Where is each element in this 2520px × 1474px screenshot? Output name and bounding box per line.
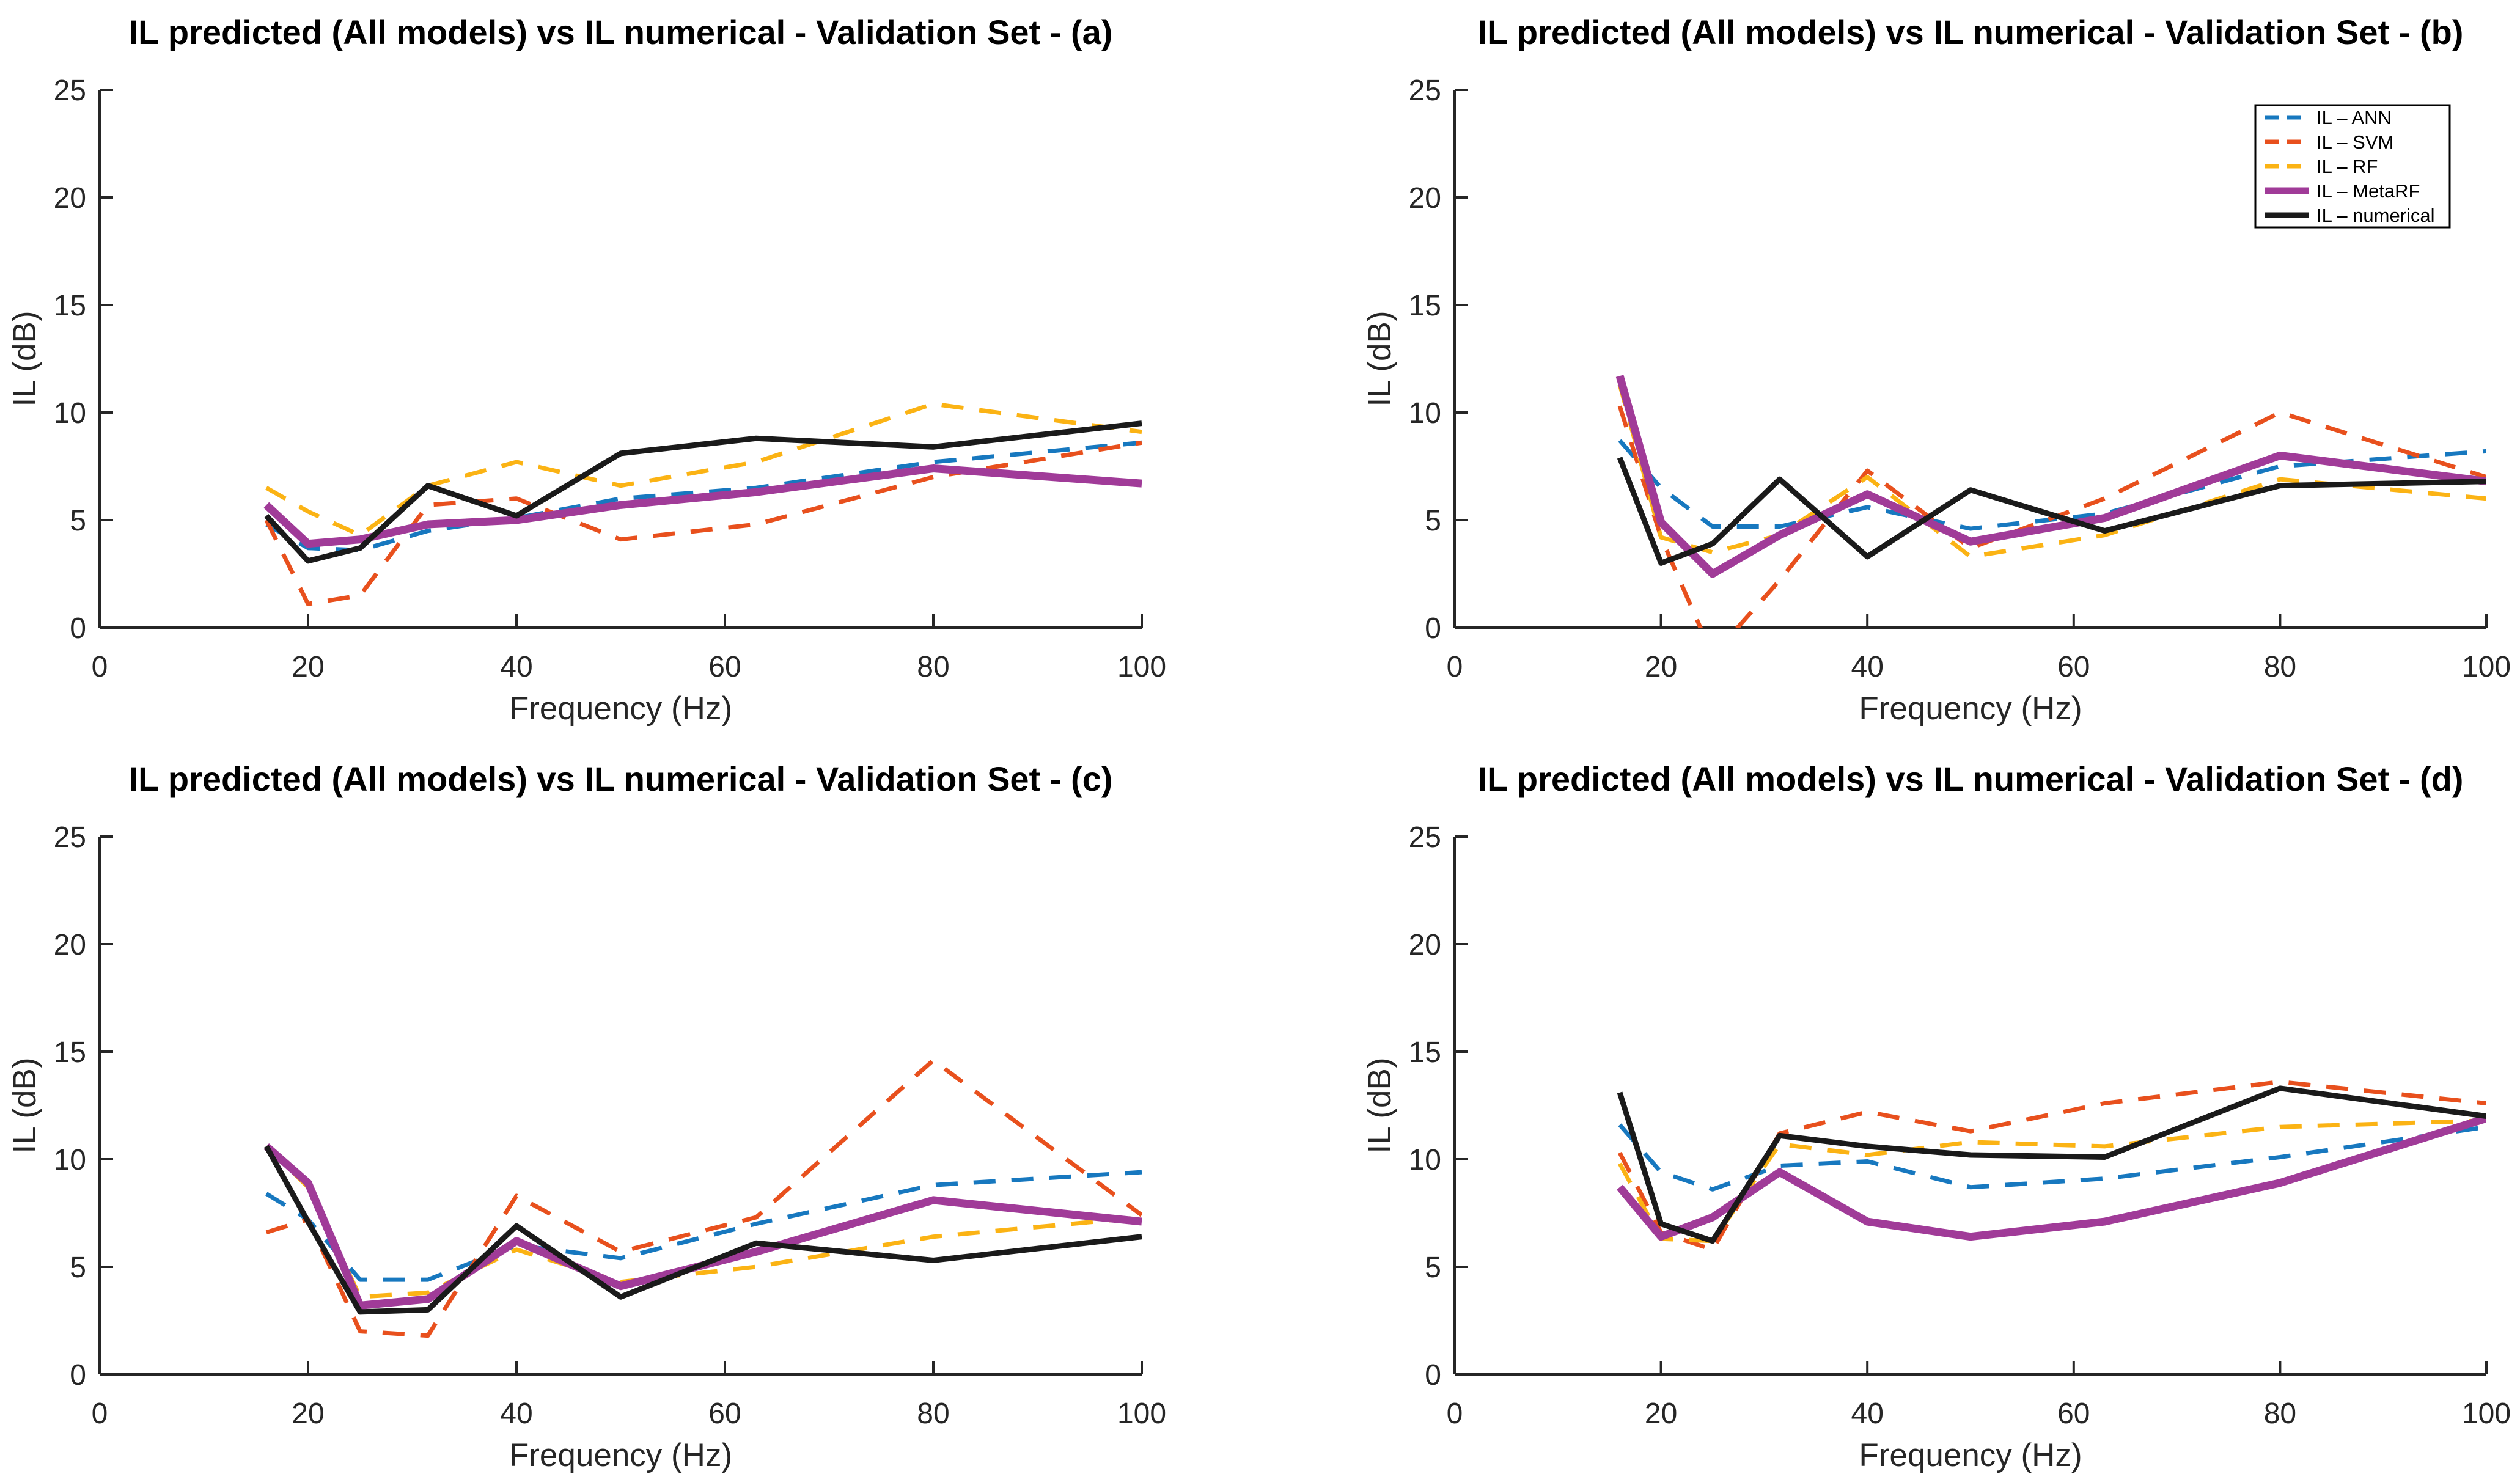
y-tick-label: 15 bbox=[54, 290, 86, 322]
y-tick-label: 25 bbox=[1409, 75, 1441, 107]
y-axis-label: IL (dB) bbox=[7, 310, 43, 406]
x-axis-label: Frequency (Hz) bbox=[509, 691, 732, 727]
y-tick-label: 5 bbox=[70, 1252, 86, 1284]
panel-d-title: IL predicted (All models) vs IL numerica… bbox=[1478, 760, 2464, 798]
series-line-svm bbox=[265, 1058, 1142, 1338]
x-axis-label: Frequency (Hz) bbox=[509, 1437, 732, 1473]
panel-a-title: IL predicted (All models) vs IL numerica… bbox=[129, 13, 1113, 51]
series-line-metarf bbox=[1615, 375, 2486, 578]
x-tick-label: 60 bbox=[2057, 651, 2090, 683]
x-tick-label: 100 bbox=[2462, 1398, 2511, 1430]
legend: IL – ANN IL – SVM IL – RF IL – MetaRF IL – n… bbox=[2254, 104, 2451, 229]
series-line-numerical bbox=[1617, 457, 2486, 566]
panel-c-title: IL predicted (All models) vs IL numerica… bbox=[129, 760, 1113, 798]
panel-a: IL predicted (All models) vs IL numerica… bbox=[7, 13, 1166, 727]
legend-entry-label: IL – numerical bbox=[2316, 205, 2435, 226]
y-tick-label: 5 bbox=[70, 505, 86, 537]
x-tick-label: 40 bbox=[500, 1398, 532, 1430]
series-line-svm bbox=[1617, 405, 2486, 628]
y-tick-label: 15 bbox=[1409, 1036, 1441, 1069]
x-axis-label: Frequency (Hz) bbox=[1859, 691, 2082, 727]
legend-entry-label: IL – SVM bbox=[2316, 131, 2393, 153]
x-tick-label: 80 bbox=[917, 1398, 949, 1430]
series-line-svm bbox=[1617, 1079, 2486, 1252]
series-line-ann bbox=[265, 1170, 1142, 1282]
series-line-numerical bbox=[263, 1145, 1142, 1315]
y-tick-label: 10 bbox=[1409, 1144, 1441, 1176]
y-tick-label: 10 bbox=[1409, 397, 1441, 430]
panel-b: IL predicted (All models) vs IL numerica… bbox=[1362, 13, 2511, 727]
x-axis-label: Frequency (Hz) bbox=[1859, 1437, 2082, 1473]
y-tick-label: 25 bbox=[1409, 821, 1441, 854]
panel-d: IL predicted (All models) vs IL numerica… bbox=[1362, 760, 2511, 1473]
y-axis-label: IL (dB) bbox=[1362, 310, 1398, 406]
series-line-svm bbox=[264, 440, 1142, 606]
series-line-numerical bbox=[1617, 1085, 2486, 1244]
x-tick-label: 60 bbox=[708, 651, 741, 683]
y-tick-label: 20 bbox=[1409, 929, 1441, 961]
y-tick-label: 15 bbox=[1409, 290, 1441, 322]
y-tick-label: 0 bbox=[1425, 1359, 1441, 1392]
series-line-metarf bbox=[263, 1143, 1142, 1310]
x-tick-label: 20 bbox=[292, 1398, 324, 1430]
x-tick-label: 60 bbox=[708, 1398, 741, 1430]
y-tick-label: 20 bbox=[1409, 182, 1441, 215]
y-tick-label: 25 bbox=[54, 821, 86, 854]
x-tick-label: 100 bbox=[1117, 1398, 1166, 1430]
x-tick-label: 100 bbox=[1117, 651, 1166, 683]
series-line-rf bbox=[1617, 384, 2486, 559]
x-tick-label: 20 bbox=[1645, 651, 1677, 683]
y-tick-label: 15 bbox=[54, 1036, 86, 1069]
y-tick-label: 20 bbox=[54, 929, 86, 961]
series-line-ann bbox=[1618, 439, 2486, 531]
series-line-numerical bbox=[264, 420, 1142, 564]
x-tick-label: 60 bbox=[2057, 1398, 2090, 1430]
x-tick-label: 20 bbox=[292, 651, 324, 683]
x-tick-label: 0 bbox=[1447, 1398, 1463, 1430]
x-tick-label: 0 bbox=[92, 651, 108, 683]
series-line-ann bbox=[265, 440, 1142, 552]
y-tick-label: 5 bbox=[1425, 505, 1441, 537]
panel-c: IL predicted (All models) vs IL numerica… bbox=[7, 760, 1166, 1473]
x-tick-label: 40 bbox=[1851, 651, 1884, 683]
x-tick-label: 20 bbox=[1645, 1398, 1677, 1430]
y-tick-label: 0 bbox=[1425, 612, 1441, 645]
legend-entry-label: IL – RF bbox=[2316, 156, 2378, 177]
x-tick-label: 80 bbox=[917, 651, 949, 683]
x-tick-label: 0 bbox=[1447, 651, 1463, 683]
y-tick-label: 10 bbox=[54, 397, 86, 430]
x-tick-label: 0 bbox=[92, 1398, 108, 1430]
legend-entry-label: IL – ANN bbox=[2316, 107, 2392, 128]
series-line-metarf bbox=[263, 464, 1142, 548]
y-tick-label: 10 bbox=[54, 1144, 86, 1176]
x-tick-label: 40 bbox=[1851, 1398, 1884, 1430]
y-tick-label: 0 bbox=[70, 612, 86, 645]
y-tick-label: 5 bbox=[1425, 1252, 1441, 1284]
legend-entry-label: IL – MetaRF bbox=[2316, 180, 2420, 202]
series-line-rf bbox=[265, 402, 1142, 538]
x-tick-label: 80 bbox=[2264, 651, 2296, 683]
y-axis-label: IL (dB) bbox=[1362, 1057, 1398, 1153]
series-line-rf bbox=[265, 1145, 1142, 1299]
panel-b-title: IL predicted (All models) vs IL numerica… bbox=[1478, 13, 2464, 51]
x-tick-label: 40 bbox=[500, 651, 532, 683]
x-tick-label: 100 bbox=[2462, 651, 2511, 683]
x-tick-label: 80 bbox=[2264, 1398, 2296, 1430]
series-line-rf bbox=[1618, 1118, 2486, 1244]
series-line-ann bbox=[1618, 1123, 2486, 1192]
y-tick-label: 0 bbox=[70, 1359, 86, 1392]
y-tick-label: 20 bbox=[54, 182, 86, 215]
y-tick-label: 25 bbox=[54, 75, 86, 107]
y-axis-label: IL (dB) bbox=[7, 1057, 43, 1153]
